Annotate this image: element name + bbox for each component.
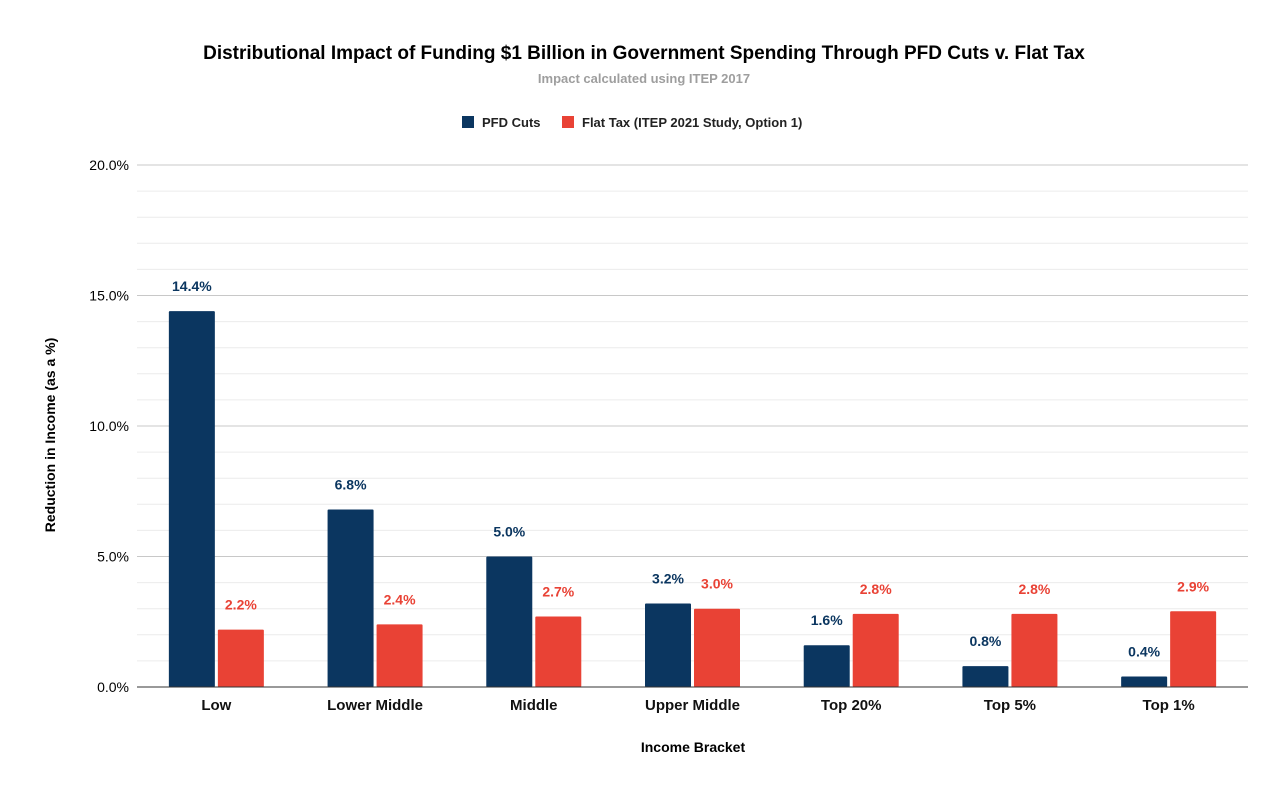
chart-title: Distributional Impact of Funding $1 Bill… <box>203 43 1085 64</box>
data-label-flat-tax-itep-2021-study-option-1-lower-middle: 2.4% <box>384 591 416 607</box>
data-label-flat-tax-itep-2021-study-option-1-middle: 2.7% <box>542 584 574 600</box>
data-label-pfd-cuts-top-20pct: 1.6% <box>811 612 843 628</box>
x-tick-label-middle: Middle <box>510 697 558 714</box>
bar-flat-tax-itep-2021-study-option-1-middle <box>535 616 582 687</box>
data-label-pfd-cuts-upper-middle: 3.2% <box>652 570 684 586</box>
y-tick-label: 0.0% <box>97 679 129 695</box>
y-axis-ticks: 0.0% 5.0% 10.0% 15.0% 20.0% <box>89 157 129 695</box>
legend-swatch-pfd-cuts <box>462 116 474 128</box>
y-tick-label: 20.0% <box>89 157 129 173</box>
bar-flat-tax-itep-2021-study-option-1-top-1pct <box>1170 611 1217 687</box>
bar-pfd-cuts-middle <box>486 556 533 687</box>
x-tick-label-upper-middle: Upper Middle <box>645 697 740 714</box>
bar-pfd-cuts-upper-middle <box>645 603 691 687</box>
legend-label-pfd-cuts: PFD Cuts <box>482 115 541 130</box>
x-tick-label-top-20pct: Top 20% <box>821 697 882 714</box>
bar-flat-tax-itep-2021-study-option-1-low <box>217 629 264 687</box>
bar-pfd-cuts-low <box>168 311 215 687</box>
x-axis-categories: Low Lower Middle Middle Upper Middle Top 20%… <box>201 697 1194 714</box>
data-label-flat-tax-itep-2021-study-option-1-top-1pct: 2.9% <box>1177 578 1209 594</box>
chart-subtitle: Impact calculated using ITEP 2017 <box>538 71 750 86</box>
bar-pfd-cuts-top-1pct <box>1121 676 1168 687</box>
gridlines <box>137 164 1248 662</box>
data-label-pfd-cuts-top-1pct: 0.4% <box>1128 644 1160 660</box>
legend-label-flat-tax: Flat Tax (ITEP 2021 Study, Option 1) <box>582 115 802 130</box>
y-axis-title: Reduction in Income (as a %) <box>42 338 58 532</box>
y-tick-label: 10.0% <box>89 418 129 434</box>
bar-labels: 14.4% 2.2% 6.8% 2.4% 5.0% 2.7% 3.2% 3.0% 1.6% 2.8… <box>172 278 1210 659</box>
bar-pfd-cuts-top-5pct <box>962 666 1009 687</box>
data-label-flat-tax-itep-2021-study-option-1-top-20pct: 2.8% <box>860 581 892 597</box>
data-label-pfd-cuts-lower-middle: 6.8% <box>335 477 367 493</box>
legend-swatch-flat-tax <box>562 116 574 128</box>
data-label-flat-tax-itep-2021-study-option-1-upper-middle: 3.0% <box>701 576 733 592</box>
x-axis-title: Income Bracket <box>641 739 746 755</box>
x-tick-label-low: Low <box>201 697 231 714</box>
x-tick-label-lower-middle: Lower Middle <box>327 697 423 714</box>
bar-flat-tax-itep-2021-study-option-1-lower-middle <box>376 624 423 687</box>
bar-flat-tax-itep-2021-study-option-1-top-20pct <box>852 613 899 687</box>
data-label-flat-tax-itep-2021-study-option-1-top-5pct: 2.8% <box>1018 581 1050 597</box>
bar-pfd-cuts-top-20pct <box>803 645 850 687</box>
bar-flat-tax-itep-2021-study-option-1-top-5pct <box>1011 613 1058 687</box>
bar-flat-tax-itep-2021-study-option-1-upper-middle <box>694 608 740 687</box>
data-label-pfd-cuts-middle: 5.0% <box>493 524 525 540</box>
y-tick-label: 15.0% <box>89 288 129 304</box>
bar-pfd-cuts-lower-middle <box>327 509 374 687</box>
data-label-flat-tax-itep-2021-study-option-1-low: 2.2% <box>225 597 257 613</box>
x-tick-label-top-1pct: Top 1% <box>1143 697 1195 714</box>
bars <box>168 311 1217 687</box>
legend: PFD Cuts Flat Tax (ITEP 2021 Study, Opti… <box>462 115 802 130</box>
data-label-pfd-cuts-top-5pct: 0.8% <box>969 633 1001 649</box>
y-tick-label: 5.0% <box>97 549 129 565</box>
x-tick-label-top-5pct: Top 5% <box>984 697 1036 714</box>
data-label-pfd-cuts-low: 14.4% <box>172 278 212 294</box>
